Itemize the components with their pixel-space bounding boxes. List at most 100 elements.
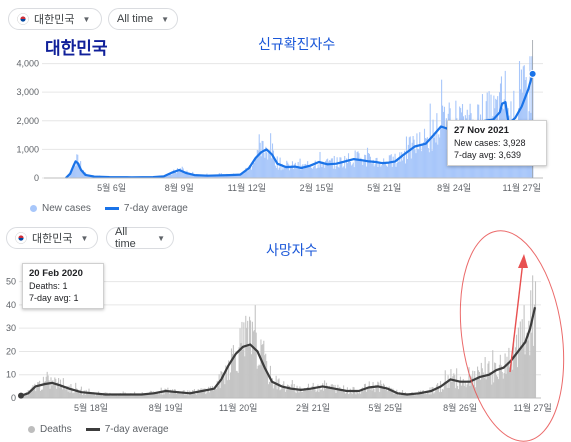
daily-bar: [183, 172, 185, 178]
daily-bar: [419, 132, 421, 178]
daily-bar: [436, 384, 438, 398]
daily-bar: [372, 381, 374, 398]
daily-bar: [108, 393, 110, 398]
daily-bar: [196, 391, 198, 398]
x-tick-label: 5월 25일: [368, 402, 402, 413]
daily-bar: [220, 370, 222, 398]
daily-bar: [381, 384, 383, 398]
daily-bar: [249, 316, 251, 398]
daily-bar: [268, 384, 270, 398]
daily-bar: [299, 386, 301, 398]
daily-bar: [323, 162, 325, 178]
daily-bar: [180, 393, 182, 398]
daily-bar: [433, 137, 435, 178]
daily-bar: [171, 174, 173, 178]
daily-bar: [202, 175, 204, 178]
daily-bar: [215, 176, 218, 178]
daily-bar: [195, 176, 197, 178]
daily-bar: [431, 387, 433, 398]
daily-bar: [227, 380, 229, 398]
tooltip-avg: 7-day avg: 3,639: [454, 150, 522, 160]
country-select[interactable]: 대한민국 ▼: [8, 8, 102, 30]
daily-bar: [239, 328, 241, 398]
daily-bar: [57, 382, 59, 398]
daily-bar: [45, 376, 47, 398]
daily-bar: [55, 378, 57, 398]
x-tick-label: 11월 12일: [228, 182, 266, 193]
time-range-select[interactable]: All time ▼: [108, 8, 178, 30]
daily-bar: [193, 389, 195, 398]
daily-bar: [241, 172, 243, 178]
daily-bar: [252, 331, 254, 398]
daily-bar: [190, 173, 192, 178]
daily-bar: [405, 393, 407, 398]
daily-bar: [310, 390, 312, 398]
daily-bar: [173, 391, 175, 398]
daily-bar: [443, 106, 446, 178]
daily-bar: [51, 385, 53, 398]
daily-bar: [185, 171, 187, 178]
daily-bar: [330, 158, 332, 178]
daily-bar: [247, 171, 249, 178]
daily-bar: [434, 133, 436, 178]
daily-bar: [315, 168, 317, 178]
daily-bar: [145, 394, 147, 398]
daily-bar: [376, 157, 378, 178]
daily-bar: [194, 174, 196, 178]
time-range-select-deaths[interactable]: All time ▼: [106, 226, 174, 250]
daily-bar: [132, 394, 134, 398]
daily-bar: [445, 381, 447, 398]
daily-bar: [36, 387, 38, 398]
daily-bar: [314, 160, 316, 178]
daily-bar: [331, 384, 333, 398]
daily-bar: [359, 391, 361, 398]
daily-bar: [233, 355, 235, 398]
daily-bar: [280, 170, 282, 178]
daily-bar: [376, 387, 378, 398]
daily-bar: [153, 391, 155, 398]
daily-bar: [379, 391, 381, 398]
daily-bar: [282, 169, 284, 178]
daily-bar: [285, 391, 287, 398]
daily-bar: [68, 176, 70, 178]
daily-bar: [466, 384, 468, 398]
daily-bar: [198, 176, 200, 178]
x-tick-label: 5월 21일: [367, 182, 401, 193]
daily-bar: [289, 388, 291, 398]
daily-bar: [418, 149, 420, 178]
daily-bar: [440, 126, 442, 178]
y-tick-label: 30: [6, 323, 16, 333]
daily-bar: [347, 394, 349, 398]
daily-bar: [183, 390, 185, 398]
daily-bar: [251, 321, 253, 398]
daily-bar: [249, 320, 252, 398]
daily-bar: [421, 390, 423, 398]
daily-bar: [441, 79, 443, 178]
daily-bar: [203, 390, 205, 398]
daily-bar: [218, 374, 220, 398]
daily-bar: [428, 394, 430, 398]
daily-bar: [309, 166, 312, 178]
daily-bar: [26, 395, 28, 398]
daily-bar: [306, 390, 308, 398]
daily-bar: [111, 394, 113, 398]
country-select-deaths[interactable]: 대한민국 ▼: [6, 227, 98, 249]
daily-bar: [253, 162, 256, 178]
daily-bar: [285, 165, 287, 178]
daily-bar: [167, 387, 169, 398]
daily-bar: [460, 385, 462, 398]
daily-bar: [167, 175, 169, 178]
daily-bar: [64, 389, 66, 398]
daily-bar: [516, 367, 518, 398]
daily-bar: [309, 389, 311, 398]
daily-bar: [400, 161, 402, 178]
daily-bar: [534, 281, 537, 398]
daily-bar: [318, 392, 320, 398]
daily-bar: [463, 385, 465, 398]
daily-bar: [461, 380, 463, 398]
x-tick-label: 11월 27일: [513, 402, 551, 413]
daily-bar: [311, 168, 313, 178]
daily-bar: [240, 173, 242, 178]
daily-bar: [68, 385, 70, 398]
daily-bar: [230, 372, 232, 398]
